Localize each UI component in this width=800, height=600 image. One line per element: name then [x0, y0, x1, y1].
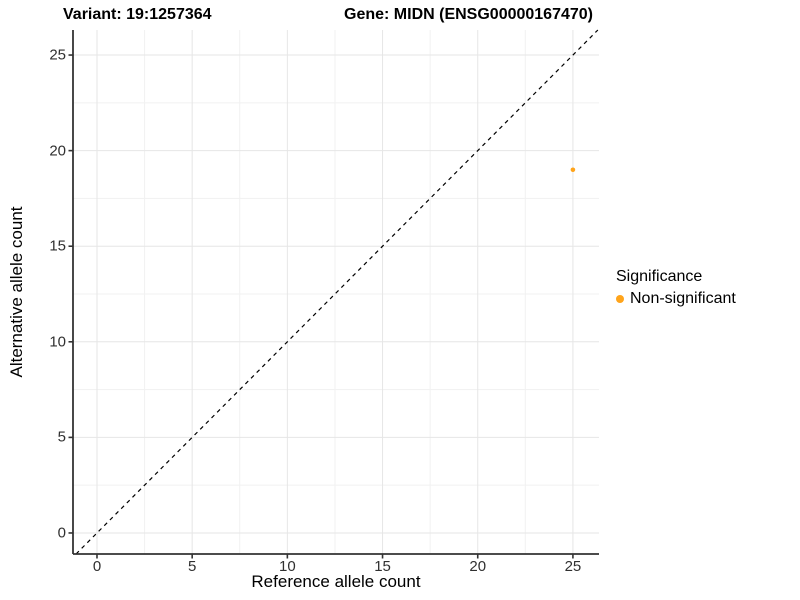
y-tick-label: 0: [57, 524, 66, 542]
plot-title-gene: Gene: MIDN (ENSG00000167470): [344, 6, 593, 23]
x-tick-label: 20: [469, 558, 487, 575]
y-tick-label: 20: [49, 142, 66, 160]
y-axis-title: Alternative allele count: [7, 206, 26, 378]
data-point: [570, 167, 576, 173]
identity-line: [75, 29, 599, 555]
x-axis-title: Reference allele count: [251, 572, 421, 591]
legend-title: Significance: [616, 268, 703, 285]
x-tick-label: 5: [188, 558, 197, 575]
legend-entry-label: Non-significant: [630, 290, 736, 307]
y-tick-label: 5: [57, 428, 66, 446]
x-tick-label: 25: [564, 558, 582, 575]
legend-entry: Non-significant: [616, 289, 736, 308]
x-tick-label: 0: [92, 558, 102, 575]
y-tick-label: 15: [49, 237, 66, 255]
x-tick-label: 10: [279, 558, 296, 575]
y-tick-label: 25: [49, 46, 66, 64]
legend: Significance Non-significant: [616, 267, 736, 308]
legend-point-icon: [616, 294, 624, 303]
plot-title-variant: Variant: 19:1257364: [63, 6, 212, 23]
x-tick-label: 15: [374, 558, 391, 575]
y-tick-label: 10: [49, 333, 66, 351]
